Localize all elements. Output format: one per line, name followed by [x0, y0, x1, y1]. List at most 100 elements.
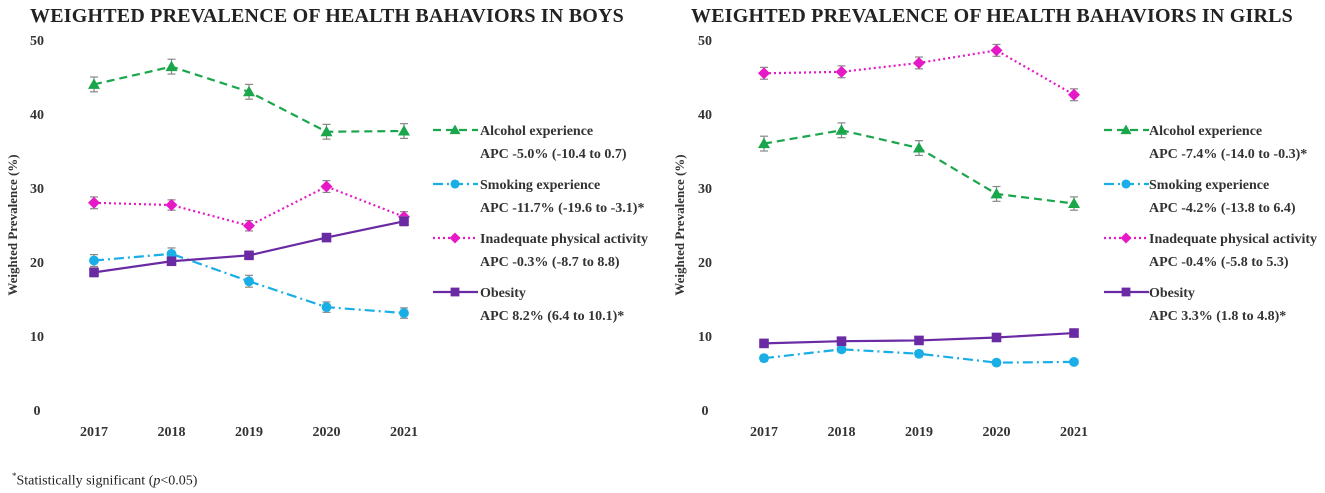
y-tick-label: 20	[30, 256, 44, 271]
data-point-inactivity	[1068, 88, 1080, 101]
data-point-obesity	[244, 250, 254, 261]
data-point-obesity	[759, 338, 769, 349]
data-point-obesity	[991, 332, 1002, 343]
y-tick-label: 50	[698, 34, 712, 49]
series-alcohol	[758, 122, 1080, 211]
boys-chart-panel: WEIGHTED PREVALENCE OF HEALTH BAHAVIORS …	[5, 5, 648, 440]
x-tick-label: 2020	[983, 425, 1011, 440]
series-smoking	[759, 344, 1079, 368]
legend-apc-inactivity: APC -0.3% (-8.7 to 8.8)	[480, 255, 620, 270]
y-tick-label: 30	[30, 182, 44, 197]
legend-marker-smoking	[450, 179, 460, 189]
data-point-smoking	[321, 302, 332, 313]
footnote: *Statistically significant (p<0.05)	[12, 471, 197, 490]
legend-apc-obesity: APC 8.2% (6.4 to 10.1)*	[480, 309, 624, 324]
x-tick-label: 2020	[313, 425, 341, 440]
data-point-alcohol	[88, 78, 100, 89]
legend-item-inactivity: Inadequate physical activity APC -0.3% (-…	[433, 232, 648, 270]
legend-item-alcohol: Alcohol experience APC -5.0% (-10.4 to 0.…	[433, 124, 627, 162]
data-point-inactivity	[835, 65, 848, 78]
data-point-inactivity	[758, 67, 770, 80]
data-point-obesity	[89, 267, 99, 278]
legend-item-inactivity: Inadequate physical activity APC -0.4% (-…	[1104, 232, 1317, 270]
x-tick-label: 2017	[80, 425, 108, 440]
y-tick-label: 40	[698, 108, 712, 123]
series-line-inactivity	[93, 185, 405, 227]
chart-title: WEIGHTED PREVALENCE OF HEALTH BAHAVIORS …	[30, 5, 624, 27]
y-tick-label: 0	[702, 404, 709, 419]
footnote-text-after: <0.05)	[160, 473, 198, 489]
legend-item-smoking: Smoking experience APC -11.7% (-19.6 to -…	[433, 178, 644, 216]
x-tick-label: 2018	[158, 425, 186, 440]
data-point-inactivity	[320, 180, 333, 193]
x-tick-label: 2021	[1060, 425, 1088, 440]
y-tick-label: 20	[698, 256, 712, 271]
data-point-alcohol	[1068, 197, 1080, 209]
data-point-alcohol	[320, 125, 333, 137]
series-line-smoking	[93, 252, 405, 315]
y-tick-label: 10	[30, 330, 44, 345]
chart-title: WEIGHTED PREVALENCE OF HEALTH BAHAVIORS …	[691, 5, 1293, 27]
series-smoking	[89, 247, 409, 319]
legend-apc-smoking: APC -4.2% (-13.8 to 6.4)	[1149, 201, 1296, 216]
x-tick-label: 2018	[828, 425, 856, 440]
data-point-obesity	[914, 335, 924, 346]
data-point-inactivity	[165, 199, 178, 212]
footnote-p: p	[153, 473, 161, 489]
data-point-inactivity	[990, 44, 1003, 57]
legend-marker-alcohol	[449, 124, 461, 135]
legend-apc-alcohol: APC -7.4% (-14.0 to -0.3)*	[1149, 147, 1307, 162]
x-tick-label: 2019	[235, 425, 263, 440]
data-point-alcohol	[243, 85, 255, 97]
data-point-obesity	[836, 336, 847, 346]
legend-item-alcohol: Alcohol experience APC -7.4% (-14.0 to -0…	[1104, 124, 1307, 162]
data-point-smoking	[759, 353, 769, 364]
data-point-smoking	[244, 276, 254, 287]
y-tick-label: 50	[30, 34, 44, 49]
data-point-alcohol	[990, 187, 1003, 199]
series-inactivity	[88, 180, 410, 232]
x-tick-label: 2017	[750, 425, 778, 440]
legend-item-smoking: Smoking experience APC -4.2% (-13.8 to 6.…	[1104, 178, 1296, 216]
data-point-smoking	[1069, 356, 1079, 367]
series-obesity	[89, 216, 409, 278]
data-point-alcohol	[913, 142, 925, 153]
data-point-alcohol	[835, 124, 848, 135]
legend-label-inactivity: Inadequate physical activity	[1149, 232, 1317, 247]
data-point-inactivity	[913, 56, 925, 69]
data-point-obesity	[399, 216, 409, 227]
legend-label-inactivity: Inadequate physical activity	[480, 232, 648, 247]
series-obesity	[759, 328, 1079, 349]
x-tick-label: 2021	[390, 425, 418, 440]
legend-apc-smoking: APC -11.7% (-19.6 to -3.1)*	[480, 201, 644, 216]
legend-marker-inactivity	[1120, 232, 1132, 244]
y-tick-label: 0	[34, 404, 41, 419]
legend-apc-alcohol: APC -5.0% (-10.4 to 0.7)	[480, 147, 627, 162]
data-point-smoking	[166, 248, 177, 259]
data-point-alcohol	[398, 125, 410, 136]
legend-label-smoking: Smoking experience	[1149, 178, 1269, 193]
data-point-inactivity	[243, 219, 255, 232]
girls-chart-panel: WEIGHTED PREVALENCE OF HEALTH BAHAVIORS …	[672, 5, 1317, 440]
data-point-smoking	[914, 348, 924, 359]
y-axis-label: Weighted Prevalence (%)	[672, 154, 687, 295]
y-tick-label: 10	[698, 330, 712, 345]
legend-label-obesity: Obesity	[480, 286, 526, 301]
legend-label-alcohol: Alcohol experience	[1149, 124, 1262, 139]
legend-apc-inactivity: APC -0.4% (-5.8 to 5.3)	[1149, 255, 1289, 270]
y-tick-label: 30	[698, 182, 712, 197]
legend-apc-obesity: APC 3.3% (1.8 to 4.8)*	[1149, 309, 1286, 324]
data-point-smoking	[991, 357, 1002, 368]
data-point-obesity	[1069, 328, 1079, 338]
legend-marker-obesity	[1121, 287, 1131, 297]
data-point-inactivity	[88, 196, 100, 209]
legend-label-smoking: Smoking experience	[480, 178, 600, 193]
series-inactivity	[758, 43, 1080, 102]
legend-item-obesity: Obesity APC 3.3% (1.8 to 4.8)*	[1104, 286, 1286, 324]
data-point-alcohol	[165, 60, 178, 72]
legend-label-obesity: Obesity	[1149, 286, 1195, 301]
series-alcohol	[88, 58, 410, 140]
footnote-text-before: Statistically significant (	[16, 473, 154, 489]
y-tick-label: 40	[30, 108, 44, 123]
